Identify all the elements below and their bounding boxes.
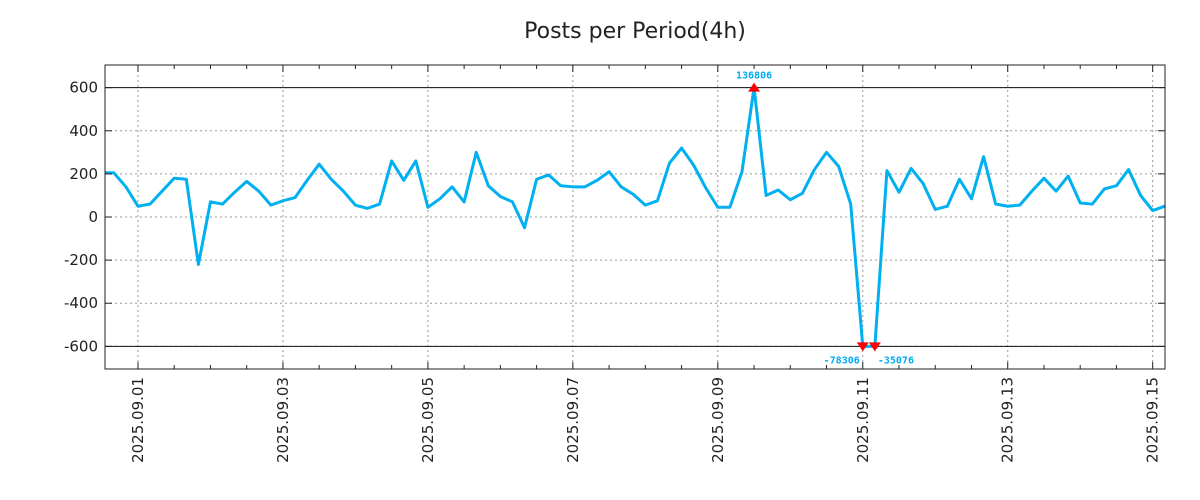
x-tick-label: 2025.09.11 <box>854 377 872 463</box>
trough-marker-icon <box>868 342 881 352</box>
y-tick-label: -200 <box>64 251 98 269</box>
trough-label: -78306 <box>824 355 860 366</box>
x-tick-label: 2025.09.01 <box>129 377 147 463</box>
y-tick-label: 0 <box>88 208 98 226</box>
grid <box>105 65 1165 369</box>
x-tick-label: 2025.09.03 <box>274 377 292 463</box>
x-tick-label: 2025.09.09 <box>709 377 727 463</box>
y-tick-label: 200 <box>69 165 98 183</box>
peak-label: 136806 <box>736 71 772 82</box>
x-tick-label: 2025.09.13 <box>999 377 1017 463</box>
y-tick-label: 400 <box>69 122 98 140</box>
annotations: 136806 -78306 -35076 <box>736 71 914 367</box>
y-tick-label: 600 <box>69 79 98 97</box>
y-tick-label: -400 <box>64 294 98 312</box>
x-tick-label: 2025.09.07 <box>564 377 582 463</box>
y-tick-label: -600 <box>64 337 98 355</box>
trough-label: -35076 <box>878 355 914 366</box>
x-tick-label: 2025.09.15 <box>1144 377 1162 463</box>
axes: 2025.09.01 2025.09.03 2025.09.05 2025.09.07… <box>64 65 1165 463</box>
chart-title: Posts per Period(4h) <box>524 19 746 44</box>
peak-marker-icon <box>748 82 761 92</box>
threshold-lines <box>105 87 1165 347</box>
x-tick-label: 2025.09.05 <box>419 377 437 463</box>
trough-marker-icon <box>856 342 869 352</box>
